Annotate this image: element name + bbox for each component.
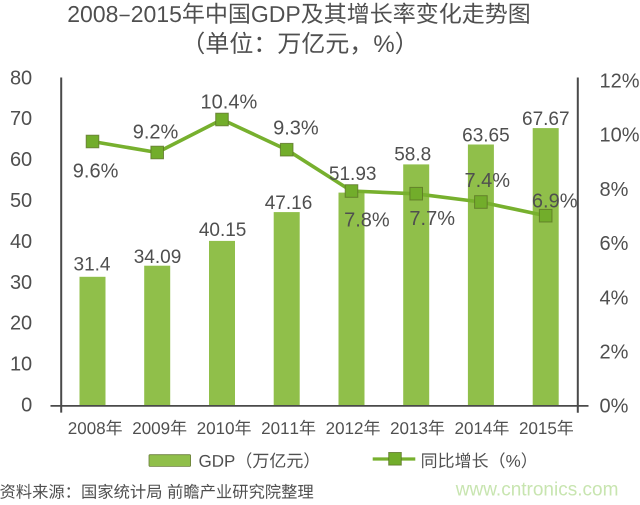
svg-text:9.3%: 9.3%	[273, 117, 319, 139]
svg-text:9.2%: 9.2%	[133, 121, 179, 143]
svg-text:8%: 8%	[600, 179, 629, 201]
svg-text:10.4%: 10.4%	[201, 91, 258, 113]
svg-text:31.4: 31.4	[74, 254, 111, 275]
svg-text:60: 60	[10, 149, 32, 171]
svg-text:58.8: 58.8	[394, 145, 431, 166]
svg-text:10%: 10%	[600, 125, 640, 147]
svg-text:12%: 12%	[600, 71, 640, 93]
svg-text:67.67: 67.67	[522, 109, 570, 130]
svg-text:6%: 6%	[600, 233, 629, 255]
svg-text:40: 40	[10, 231, 32, 253]
svg-text:www.cntronics.com: www.cntronics.com	[455, 479, 619, 500]
svg-text:30: 30	[10, 272, 32, 294]
svg-text:20: 20	[10, 313, 32, 335]
svg-text:4%: 4%	[600, 287, 629, 309]
svg-text:63.65: 63.65	[462, 126, 510, 147]
svg-text:51.93: 51.93	[329, 164, 377, 185]
svg-text:47.16: 47.16	[265, 193, 313, 214]
svg-text:2%: 2%	[600, 342, 629, 364]
svg-text:34.09: 34.09	[134, 247, 182, 268]
svg-text:7.8%: 7.8%	[344, 210, 390, 232]
svg-text:7.4%: 7.4%	[465, 170, 511, 192]
svg-text:50: 50	[10, 190, 32, 212]
svg-text:6.9%: 6.9%	[532, 191, 578, 213]
svg-text:40.15: 40.15	[199, 220, 247, 241]
svg-text:7.7%: 7.7%	[409, 208, 455, 230]
svg-text:0%: 0%	[600, 396, 629, 418]
svg-text:80: 80	[10, 67, 32, 89]
svg-text:70: 70	[10, 108, 32, 130]
svg-text:10: 10	[10, 354, 32, 376]
svg-text:0: 0	[21, 395, 32, 417]
svg-text:9.6%: 9.6%	[73, 161, 119, 183]
